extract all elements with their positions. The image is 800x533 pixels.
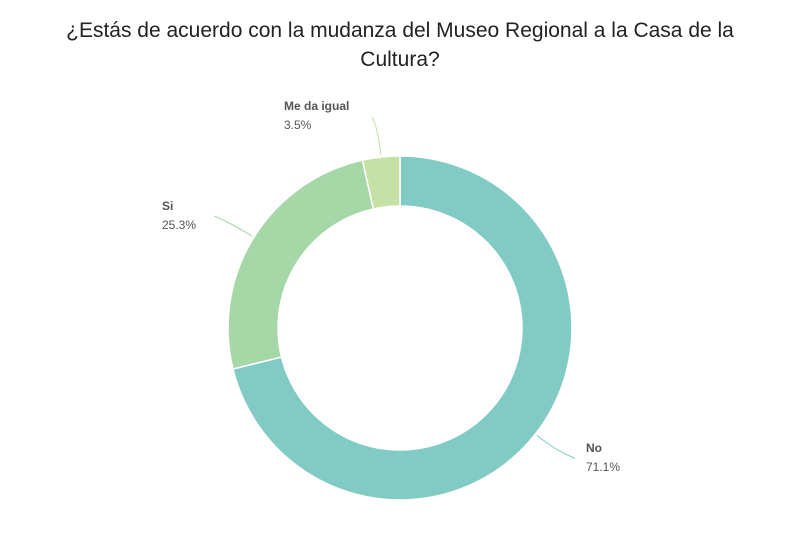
donut-slice-si	[227, 159, 375, 370]
donut-slice-no	[232, 155, 573, 501]
leader-lines	[213, 116, 576, 459]
slice-percent-me-da-igual: 3.5%	[284, 118, 312, 132]
slice-label-no: No	[586, 441, 602, 455]
donut-slice-me-da-igual	[361, 155, 401, 210]
leader-line-no	[536, 434, 576, 459]
leader-line-me-da-igual	[371, 116, 382, 156]
slice-label-si: Si	[162, 199, 173, 213]
donut-slices	[227, 155, 573, 501]
slice-labels: No 71.1% Si 25.3% Me da igual 3.5%	[162, 99, 620, 474]
slice-percent-no: 71.1%	[586, 460, 620, 474]
chart-title: ¿Estás de acuerdo con la mudanza del Mus…	[66, 19, 734, 71]
slice-percent-si: 25.3%	[162, 218, 196, 232]
leader-line-si	[213, 215, 253, 237]
slice-label-me-da-igual: Me da igual	[284, 99, 349, 113]
